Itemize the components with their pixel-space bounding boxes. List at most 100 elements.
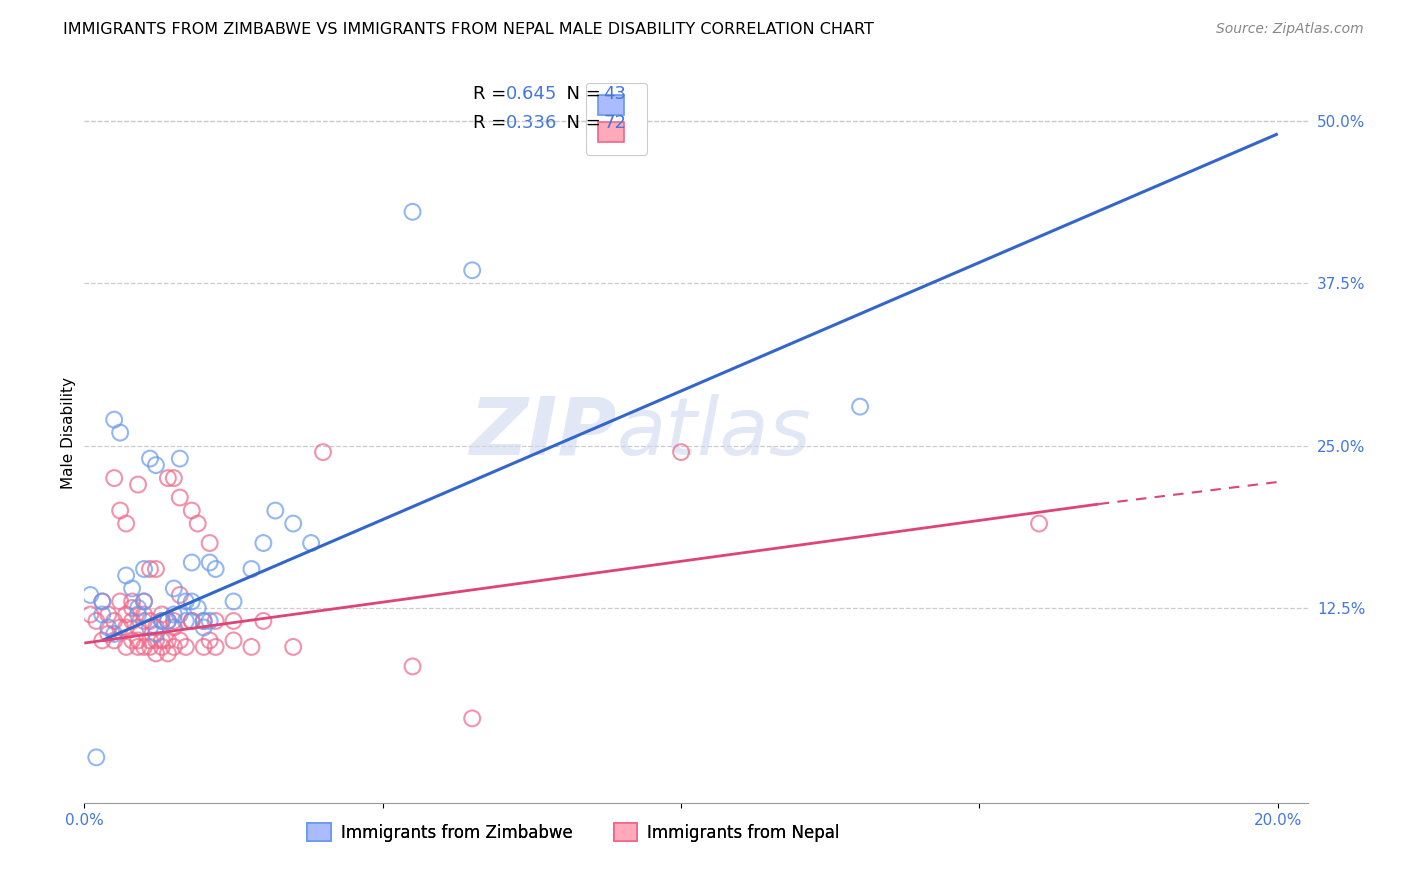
Point <box>132 607 155 622</box>
Point <box>139 633 162 648</box>
Text: R =: R = <box>474 85 512 103</box>
Point <box>193 620 215 634</box>
Point <box>156 633 179 648</box>
Point <box>127 477 149 491</box>
Point <box>121 614 143 628</box>
Point <box>103 412 125 426</box>
Point <box>169 607 191 622</box>
Point <box>204 614 226 628</box>
Point <box>252 536 274 550</box>
Point <box>180 556 202 570</box>
Text: R =: R = <box>474 114 512 132</box>
Text: N =: N = <box>555 85 607 103</box>
Point <box>193 614 215 628</box>
Point <box>169 451 191 466</box>
Point <box>91 594 114 608</box>
Text: IMMIGRANTS FROM ZIMBABWE VS IMMIGRANTS FROM NEPAL MALE DISABILITY CORRELATION CH: IMMIGRANTS FROM ZIMBABWE VS IMMIGRANTS F… <box>63 22 875 37</box>
Point <box>187 516 209 531</box>
Point <box>115 607 138 622</box>
Point <box>91 594 114 608</box>
Point <box>222 633 245 648</box>
Point <box>180 594 202 608</box>
Point <box>150 640 173 654</box>
Point <box>91 607 114 622</box>
Point <box>132 614 155 628</box>
Point <box>121 582 143 596</box>
Point <box>108 620 131 634</box>
Point <box>180 503 202 517</box>
Point <box>264 503 287 517</box>
Point <box>127 601 149 615</box>
Point <box>252 614 274 628</box>
Point <box>283 640 305 654</box>
Point <box>169 633 191 648</box>
Point <box>115 568 138 582</box>
Point <box>132 594 155 608</box>
Point <box>193 614 215 628</box>
Point <box>127 607 149 622</box>
Point <box>198 614 221 628</box>
Point <box>187 601 209 615</box>
Point <box>127 640 149 654</box>
Point <box>121 633 143 648</box>
Point <box>132 594 155 608</box>
Point <box>240 640 263 654</box>
Text: 43: 43 <box>603 85 626 103</box>
Point <box>127 633 149 648</box>
Point <box>150 614 173 628</box>
Point <box>163 620 186 634</box>
Text: N =: N = <box>555 114 607 132</box>
Point <box>156 614 179 628</box>
Point <box>103 627 125 641</box>
Point <box>222 594 245 608</box>
Point <box>139 562 162 576</box>
Text: atlas: atlas <box>616 393 811 472</box>
Point <box>169 491 191 505</box>
Point <box>163 471 186 485</box>
Y-axis label: Male Disability: Male Disability <box>60 376 76 489</box>
Point <box>150 607 173 622</box>
Text: 0.645: 0.645 <box>506 85 558 103</box>
Point <box>204 562 226 576</box>
Point <box>127 620 149 634</box>
Point <box>240 562 263 576</box>
Point <box>163 607 186 622</box>
Point <box>145 627 167 641</box>
Point <box>174 614 197 628</box>
Text: 72: 72 <box>603 114 626 132</box>
Point <box>108 503 131 517</box>
Point <box>145 562 167 576</box>
Point <box>198 633 221 648</box>
Point <box>115 620 138 634</box>
Point <box>198 556 221 570</box>
Point <box>97 620 120 634</box>
Text: Source: ZipAtlas.com: Source: ZipAtlas.com <box>1216 22 1364 37</box>
Point <box>139 620 162 634</box>
Point <box>283 516 305 531</box>
Point <box>84 750 107 764</box>
Point <box>180 614 202 628</box>
Point <box>461 711 484 725</box>
Point <box>145 633 167 648</box>
Point <box>103 633 125 648</box>
Point <box>115 516 138 531</box>
Point <box>145 458 167 472</box>
Point <box>669 445 692 459</box>
Point <box>198 536 221 550</box>
Point <box>139 640 162 654</box>
Point <box>121 594 143 608</box>
Point <box>145 620 167 634</box>
Point <box>121 601 143 615</box>
Text: ZIP: ZIP <box>470 393 616 472</box>
Point <box>132 640 155 654</box>
Point <box>79 607 101 622</box>
Point <box>150 614 173 628</box>
Point <box>180 614 202 628</box>
Point <box>193 640 215 654</box>
Point <box>115 640 138 654</box>
Point <box>163 640 186 654</box>
Point <box>401 659 423 673</box>
Point <box>139 451 162 466</box>
Text: 0.336: 0.336 <box>506 114 558 132</box>
Point <box>1028 516 1050 531</box>
